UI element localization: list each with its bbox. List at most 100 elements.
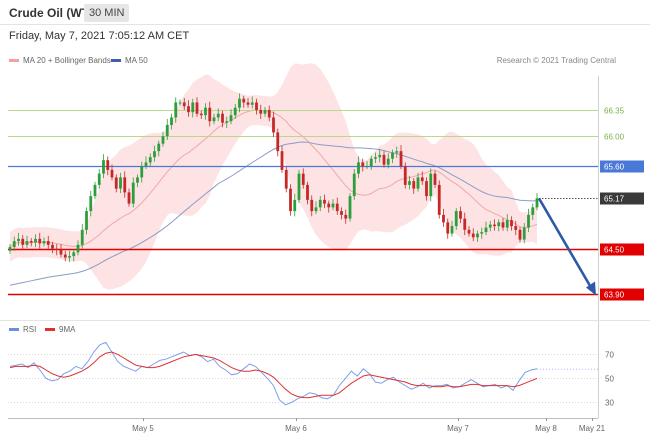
candle-body	[463, 218, 467, 230]
candle-body	[140, 166, 144, 178]
candle-body	[501, 222, 505, 228]
chart-title: Crude Oil (WTI)	[9, 6, 97, 20]
candle-body	[38, 238, 42, 244]
timeframe-badge[interactable]: 30 MIN	[84, 4, 130, 22]
candle-body	[382, 154, 386, 165]
candle-body	[195, 102, 199, 114]
timestamp: Friday, May 7, 2021 7:05:12 AM CET	[9, 30, 190, 42]
candle-body	[208, 107, 212, 122]
candle-body	[136, 177, 139, 183]
candle-body	[216, 113, 220, 118]
level-label-current: 65.17	[604, 195, 625, 204]
candle-body	[144, 162, 148, 167]
candle-body	[459, 211, 462, 219]
candle-body	[306, 184, 309, 200]
candle-body	[429, 173, 433, 197]
legend-label-9ma: 9MA	[59, 325, 76, 334]
candle-body	[178, 102, 182, 104]
candle-body	[514, 226, 518, 230]
legend-label-ma20: MA 20 + Bollinger Bands	[23, 56, 111, 65]
candle-body	[199, 113, 203, 116]
candle-body	[403, 166, 407, 185]
candle-body	[63, 254, 67, 258]
candle-body	[527, 214, 530, 228]
candle-body	[272, 117, 275, 133]
candle-body	[365, 166, 369, 168]
candle-body	[267, 109, 271, 118]
candle-body	[535, 198, 539, 208]
candle-body	[314, 207, 318, 212]
candle-body	[344, 214, 348, 219]
candle-body	[187, 106, 190, 113]
candle-body	[412, 181, 416, 189]
candle-body	[442, 214, 445, 223]
candle-body	[221, 113, 224, 123]
candle-body	[425, 181, 428, 197]
candle-body	[191, 102, 195, 113]
level-label-fib: 66.35	[604, 107, 625, 116]
candle-body	[72, 252, 76, 257]
candle-body	[157, 143, 161, 152]
level-tag-resistance	[600, 160, 644, 173]
candle-body	[289, 188, 292, 212]
candle-body	[182, 102, 186, 107]
level-label-support: 63.90	[604, 291, 625, 300]
candle-body	[348, 196, 352, 219]
candle-body	[450, 226, 454, 234]
candle-body	[293, 199, 297, 212]
candle-body	[488, 224, 492, 228]
bollinger-band	[10, 63, 537, 290]
candle-body	[323, 199, 326, 204]
rsi-axis-label: 70	[605, 351, 614, 360]
legend-label-ma50: MA 50	[125, 56, 148, 65]
candle-body	[123, 177, 127, 193]
candle-body	[437, 184, 441, 215]
candle-body	[480, 232, 484, 234]
candle-body	[51, 244, 54, 249]
level-tag-support	[600, 243, 644, 256]
candle-body	[55, 248, 59, 251]
candle-body	[34, 238, 37, 243]
candle-body	[476, 233, 479, 238]
candle-body	[446, 222, 450, 234]
candle-body	[246, 102, 250, 105]
candle-body	[114, 177, 118, 189]
time-axis-label: May 5	[132, 424, 154, 433]
candle-body	[212, 117, 216, 122]
time-axis-label: May 6	[285, 424, 307, 433]
candle-body	[242, 98, 246, 103]
candle-body	[250, 102, 254, 105]
candle-body	[225, 121, 229, 123]
credit-text: Research © 2021 Trading Central	[496, 56, 616, 65]
candle-body	[131, 182, 135, 204]
candle-body	[340, 211, 343, 215]
candle-body	[85, 211, 88, 230]
level-label-resistance: 65.60	[604, 163, 625, 172]
candle-body	[110, 169, 114, 178]
legend-swatch-ma50	[111, 59, 121, 62]
candle-body	[352, 173, 356, 197]
candle-body	[153, 151, 156, 158]
candle-body	[170, 117, 173, 125]
candle-body	[165, 124, 169, 137]
candle-body	[331, 203, 335, 208]
candle-body	[263, 109, 267, 114]
candle-body	[25, 241, 29, 245]
candle-body	[259, 109, 263, 114]
chart-header: Crude Oil (WTI) 30 MIN	[0, 0, 650, 24]
candle-body	[297, 173, 301, 200]
rsi-axis-label: 50	[605, 375, 614, 384]
time-axis-label: May 21	[579, 424, 606, 433]
candle-body	[416, 177, 420, 189]
candle-body	[497, 222, 501, 227]
candle-body	[46, 241, 50, 245]
candle-body	[357, 162, 360, 174]
candle-body	[80, 229, 84, 245]
candle-body	[518, 229, 522, 240]
candle-body	[395, 151, 399, 153]
candle-body	[161, 136, 165, 144]
candle-body	[327, 203, 331, 208]
candle-body	[148, 157, 152, 163]
legend-swatch-9ma	[45, 328, 55, 331]
